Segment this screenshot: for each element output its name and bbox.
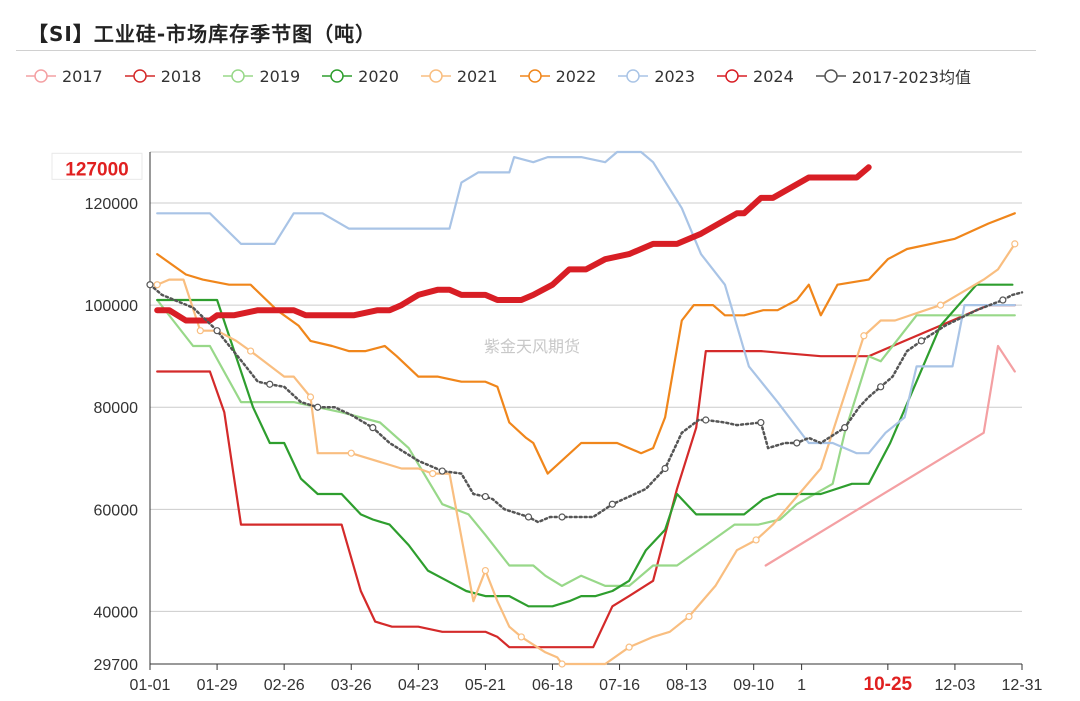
watermark: 紫金天风期货 <box>484 337 581 356</box>
x-tick-label: 05-21 <box>465 677 506 694</box>
data-point-2017-2023均值 <box>266 380 274 388</box>
legend-label: 2020 <box>358 66 399 86</box>
data-point-2017-2023均值 <box>213 327 221 335</box>
y-tick-label: 80000 <box>94 400 139 417</box>
data-point-2021 <box>306 393 315 401</box>
title-divider <box>16 50 1036 51</box>
series-line-2022 <box>156 212 1016 475</box>
data-point-2017-2023均值 <box>917 337 925 345</box>
legend-item[interactable]: 2019 <box>223 64 300 88</box>
legend-line-circle-icon <box>124 69 155 83</box>
x-tick-label: 12-03 <box>934 677 975 694</box>
legend-line-circle-icon <box>519 69 550 83</box>
legend-label: 2021 <box>456 66 498 86</box>
max-value-label: 127000 <box>65 159 128 180</box>
data-point-2017-2023均值 <box>608 500 616 508</box>
data-point-2017-2023均值 <box>146 281 154 289</box>
x-tick-label: 04-23 <box>398 677 439 694</box>
data-point-2021 <box>196 327 204 335</box>
legend-label: 2017 <box>62 66 103 86</box>
data-point-2021 <box>860 332 868 340</box>
legend-line-circle-icon <box>420 69 451 83</box>
data-point-2017-2023均值 <box>877 383 885 391</box>
data-point-2017-2023均值 <box>369 424 377 432</box>
y-tick-label: 100000 <box>85 298 138 315</box>
legend-item[interactable]: 2022 <box>519 64 597 88</box>
legend-label: 2018 <box>160 66 202 86</box>
legend-line-circle-icon <box>815 69 846 83</box>
y-tick-label: 40000 <box>94 604 139 621</box>
series-line-2023 <box>156 150 1016 455</box>
legend-item[interactable]: 2024 <box>717 64 794 88</box>
data-point-2017-2023均值 <box>314 403 322 411</box>
data-point-2021 <box>625 643 633 651</box>
data-point-2021 <box>429 469 437 478</box>
data-point-2017-2023均值 <box>757 418 765 427</box>
data-point-2017-2023均值 <box>999 296 1007 304</box>
legend-label: 2022 <box>555 66 597 86</box>
x-tick-label: 10-25 <box>864 674 913 695</box>
y-tick-label: 29700 <box>94 657 139 674</box>
legend-item[interactable]: 2020 <box>322 64 399 88</box>
legend-item[interactable]: 2017 <box>26 64 103 88</box>
x-tick-label: 03-26 <box>331 677 372 694</box>
data-point-2017-2023均值 <box>558 513 566 521</box>
x-tick-label: 06-18 <box>532 677 573 694</box>
data-point-2017-2023均值 <box>524 513 533 521</box>
x-tick-label: 12-31 <box>1002 677 1043 694</box>
x-tick-label: 01-01 <box>130 677 171 694</box>
x-tick-label: 07-16 <box>599 677 640 694</box>
data-point-2017-2023均值 <box>481 492 489 501</box>
data-point-2021 <box>1011 240 1019 248</box>
data-point-2021 <box>153 281 161 289</box>
data-point-2021 <box>517 633 525 641</box>
series-line-2020 <box>156 283 1014 608</box>
legend-item[interactable]: 2017-2023均值 <box>815 64 971 88</box>
data-point-2017-2023均值 <box>841 424 849 432</box>
y-tick-label: 60000 <box>94 502 139 519</box>
chart-title: 【SI】工业硅-市场库存季节图（吨） <box>28 22 377 46</box>
legend-label: 2023 <box>654 66 696 86</box>
data-point-2021 <box>247 347 255 355</box>
legend-line-circle-icon <box>618 69 649 83</box>
series-line-2024 <box>154 164 872 324</box>
data-point-2021 <box>936 301 945 309</box>
max-value-box <box>51 152 143 180</box>
legend-label: 2017-2023均值 <box>851 68 971 87</box>
legend-item[interactable]: 2021 <box>420 64 498 88</box>
series-line-2019 <box>156 298 1016 588</box>
data-point-2017-2023均值 <box>793 439 801 447</box>
data-point-2021 <box>558 660 566 668</box>
legend-item[interactable]: 2018 <box>124 64 202 88</box>
legend-item[interactable]: 2023 <box>618 64 695 88</box>
data-point-2021 <box>481 566 489 575</box>
data-point-2021 <box>685 612 693 621</box>
legend-label: 2019 <box>259 66 301 86</box>
data-point-2021 <box>752 536 760 544</box>
legend-line-circle-icon <box>26 69 56 83</box>
x-tick-label: 09-10 <box>733 677 774 694</box>
y-tick-label: 120000 <box>85 196 138 213</box>
legend-label: 2024 <box>753 66 794 86</box>
x-tick-label: 08-13 <box>666 677 707 694</box>
series-line-2018 <box>156 304 1016 649</box>
series-line-2021 <box>156 242 1016 666</box>
series-line-2017 <box>764 344 1016 567</box>
x-tick-label: 02-26 <box>264 677 305 694</box>
legend: 2017 2018 2019 2020 2021 2022 2023 2024 2017-202… <box>26 64 993 88</box>
data-point-2017-2023均值 <box>702 416 710 424</box>
data-point-2017-2023均值 <box>438 467 446 475</box>
data-point-2021 <box>347 449 355 457</box>
legend-line-circle-icon <box>223 69 254 83</box>
legend-line-circle-icon <box>322 69 353 83</box>
x-tick-label: 01-29 <box>197 677 238 694</box>
x-tick-label: 1 <box>797 677 806 694</box>
data-point-2017-2023均值 <box>661 464 669 473</box>
legend-line-circle-icon <box>717 69 748 83</box>
